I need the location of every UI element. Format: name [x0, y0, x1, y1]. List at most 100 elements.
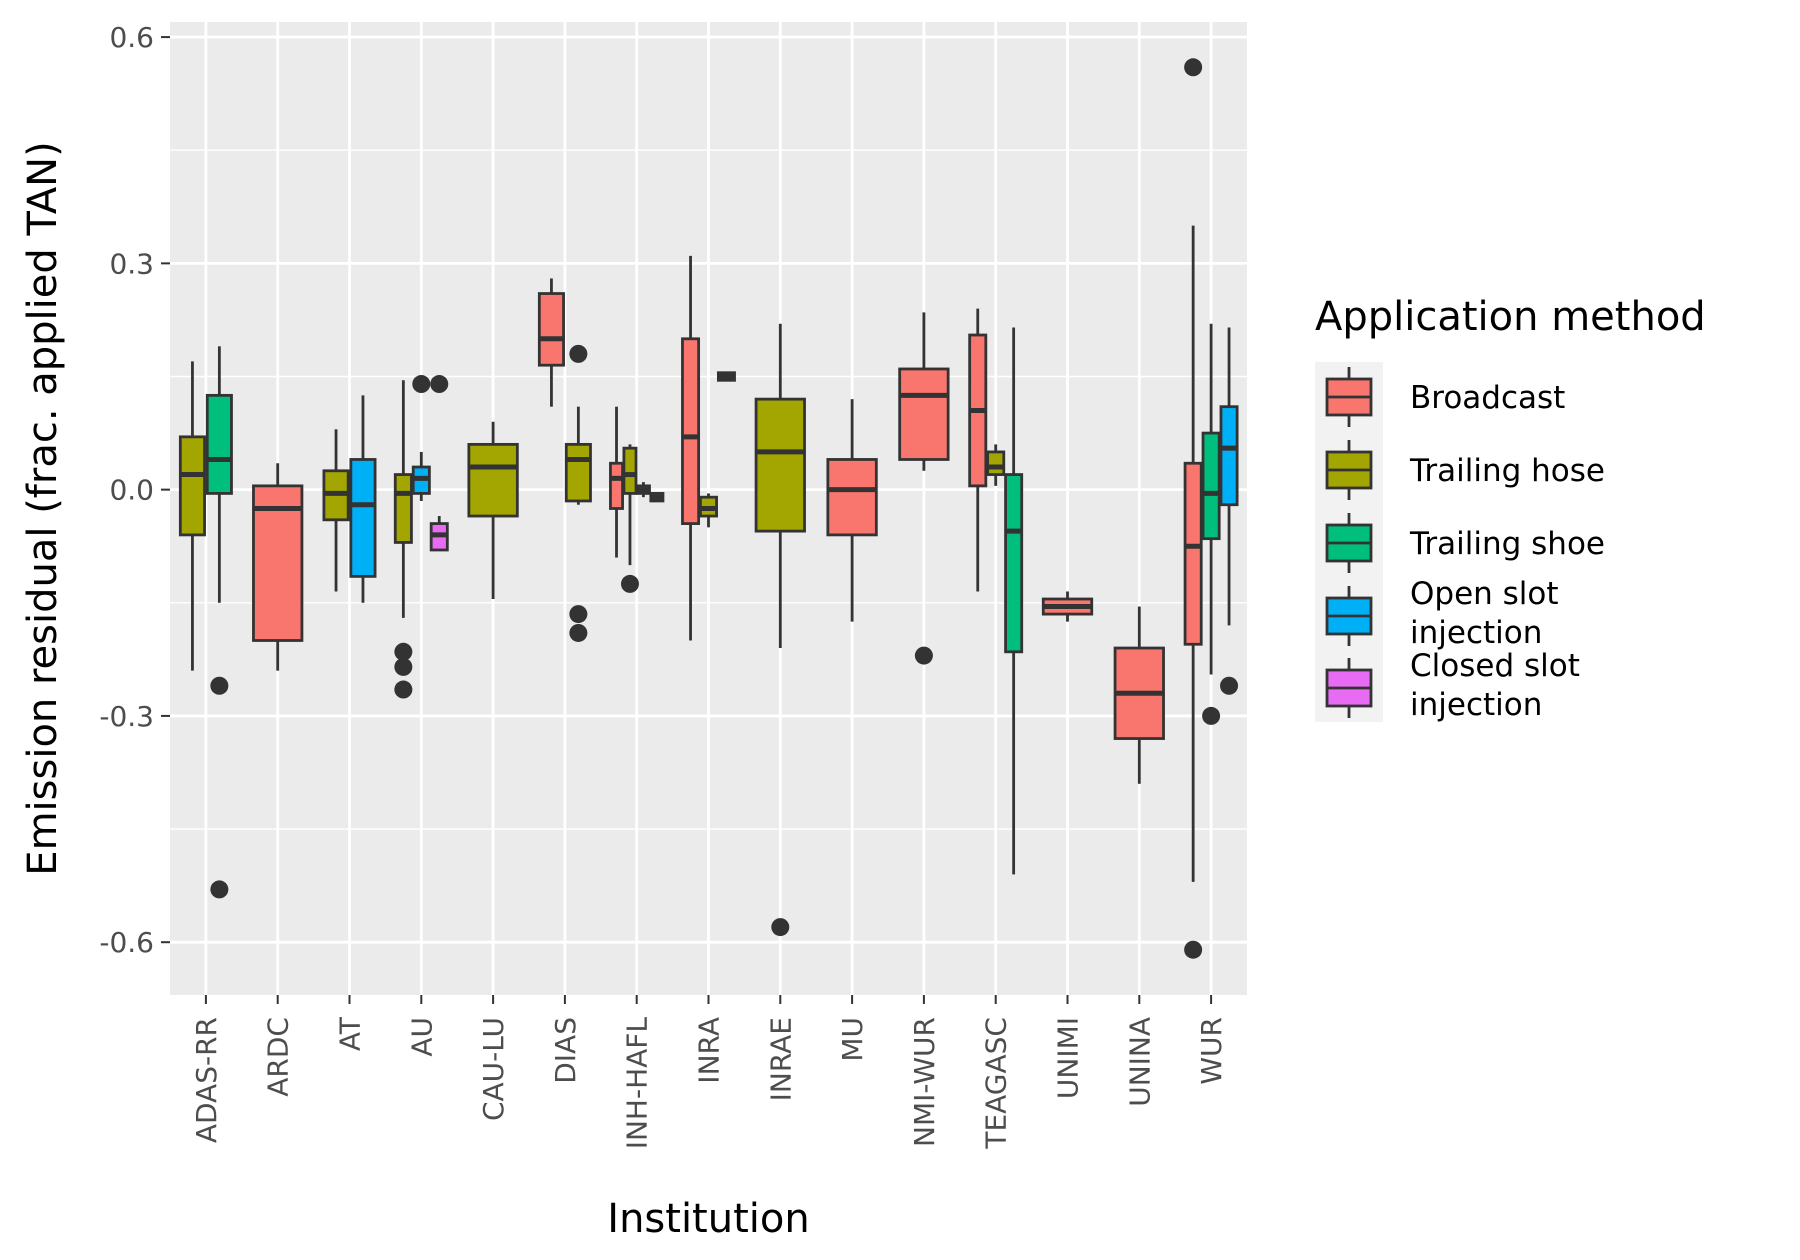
- x-tick-label: ARDC: [262, 1017, 295, 1097]
- legend-label-line: Open slot: [1410, 576, 1559, 612]
- box-INRA-broadcast: [716, 371, 736, 382]
- box-TEAGASC-trailing-shoe: [1004, 327, 1024, 875]
- outlier-point: [412, 375, 431, 394]
- outlier-point: [1184, 940, 1203, 959]
- x-tick-label: AT: [334, 1016, 367, 1051]
- legend-label: Trailing hose: [1409, 453, 1605, 489]
- box-TEAGASC-broadcast: [968, 308, 988, 592]
- box-body: [898, 367, 950, 461]
- box-body: [986, 450, 1006, 476]
- outlier-point: [569, 344, 588, 363]
- y-tick-label: 0.6: [109, 21, 154, 54]
- box-INH-HAFL-open-slot-injection: [649, 492, 665, 503]
- boxes-layer: [178, 58, 1239, 959]
- x-tick-label: TEAGASC: [980, 1017, 1013, 1150]
- box-body: [681, 337, 701, 525]
- legend-title: Application method: [1315, 294, 1706, 340]
- y-tick-label: -0.3: [99, 700, 154, 733]
- box-ARDC-broadcast: [252, 463, 304, 671]
- box-WUR-trailing-shoe: [1201, 323, 1221, 725]
- x-tick-label: INRAE: [764, 1017, 797, 1101]
- box-AU-trailing-hose: [393, 380, 413, 699]
- legend-label: Broadcast: [1410, 380, 1565, 416]
- outlier-point: [210, 880, 229, 899]
- outlier-point: [1202, 706, 1221, 725]
- box-body: [564, 442, 592, 503]
- legend-item-open-slot-injection: Open slot injection: [1325, 576, 1559, 651]
- box-body: [205, 393, 233, 495]
- x-tick-label: CAU-LU: [477, 1017, 510, 1121]
- box-body: [1201, 431, 1221, 541]
- box-DIAS-broadcast: [537, 278, 565, 407]
- x-axis: ADAS-RR ARDC AT AU CAU-LU DIAS INH-HAFL INRA INR…: [190, 995, 1228, 1150]
- outlier-point: [430, 375, 449, 394]
- box-WUR-broadcast: [1183, 58, 1203, 959]
- box-body: [349, 458, 377, 578]
- box-NMI-WUR-broadcast: [898, 312, 950, 665]
- box-AU-open-slot-injection: [411, 375, 431, 501]
- outlier-point: [1220, 676, 1239, 695]
- box-body: [1004, 473, 1024, 654]
- legend-item-closed-slot-injection: Closed slot injection: [1325, 648, 1580, 723]
- box-body: [252, 484, 304, 642]
- box-INH-HAFL-trailing-shoe: [635, 482, 651, 498]
- legend-item-broadcast: Broadcast: [1325, 367, 1565, 427]
- outlier-point: [569, 605, 588, 624]
- box-CAU-LU-trailing-hose: [467, 421, 519, 600]
- outlier-point: [210, 676, 229, 695]
- outlier-point: [394, 657, 413, 676]
- box-DIAS-trailing-hose: [564, 344, 592, 642]
- box-INRA-trailing-hose: [699, 493, 718, 528]
- x-tick-label: UNIMI: [1052, 1017, 1085, 1099]
- y-tick-label: 0.0: [109, 474, 154, 507]
- x-tick-label: MU: [836, 1017, 869, 1062]
- outlier-point: [394, 680, 413, 699]
- box-WUR-open-slot-injection: [1219, 327, 1239, 695]
- legend-item-trailing-shoe: Trailing shoe: [1325, 513, 1605, 573]
- x-tick-label: WUR: [1195, 1017, 1228, 1085]
- legend-label: Trailing shoe: [1409, 526, 1605, 562]
- box-UNIMI-broadcast: [1041, 591, 1094, 622]
- outlier-point: [569, 623, 588, 642]
- outlier-point: [394, 642, 413, 661]
- x-axis-title: Institution: [607, 1196, 809, 1242]
- box-body: [393, 473, 413, 544]
- box-AT-trailing-hose: [322, 429, 350, 592]
- legend-label-line: Closed slot: [1410, 648, 1580, 684]
- x-tick-label: INH-HAFL: [621, 1017, 654, 1150]
- legend-label-line: injection: [1410, 615, 1542, 651]
- x-tick-label: UNINA: [1123, 1017, 1156, 1107]
- outlier-point: [914, 646, 933, 665]
- outlier-point: [1184, 58, 1203, 77]
- x-tick-label: NMI-WUR: [908, 1017, 941, 1147]
- legend-label-line: injection: [1410, 687, 1542, 723]
- x-tick-label: ADAS-RR: [190, 1017, 223, 1143]
- box-ADAS-RR-trailing-shoe: [205, 346, 233, 899]
- box-INH-HAFL-trailing-hose: [620, 444, 639, 593]
- box-ADAS-RR-trailing-hose: [178, 361, 206, 671]
- box-body: [826, 458, 878, 537]
- box-AT-open-slot-injection: [349, 395, 377, 603]
- box-body: [537, 292, 565, 367]
- box-INRAE-trailing-hose: [754, 323, 806, 937]
- box-body: [754, 397, 806, 533]
- box-INRA-broadcast: [681, 255, 701, 641]
- outlier-point: [771, 918, 790, 937]
- y-tick-label: -0.6: [99, 926, 154, 959]
- x-tick-label: INRA: [693, 1017, 726, 1084]
- outlier-point: [620, 574, 639, 593]
- box-UNINA-broadcast: [1113, 606, 1165, 784]
- box-body: [622, 446, 638, 495]
- legend: Application method Broadcast Trailing hos…: [1315, 294, 1706, 723]
- box-body: [1219, 405, 1239, 507]
- box-body: [467, 442, 519, 518]
- x-tick-label: AU: [405, 1017, 438, 1057]
- legend-label: Closed slot injection: [1410, 648, 1580, 723]
- y-axis: -0.6 -0.3 0.0 0.3 0.6: [99, 21, 170, 959]
- box-body: [609, 461, 624, 510]
- y-axis-title: Emission residual (frac. applied TAN): [20, 141, 66, 875]
- x-tick-label: DIAS: [549, 1017, 582, 1084]
- box-AU-closed-slot-injection: [429, 375, 449, 552]
- box-body: [178, 435, 206, 537]
